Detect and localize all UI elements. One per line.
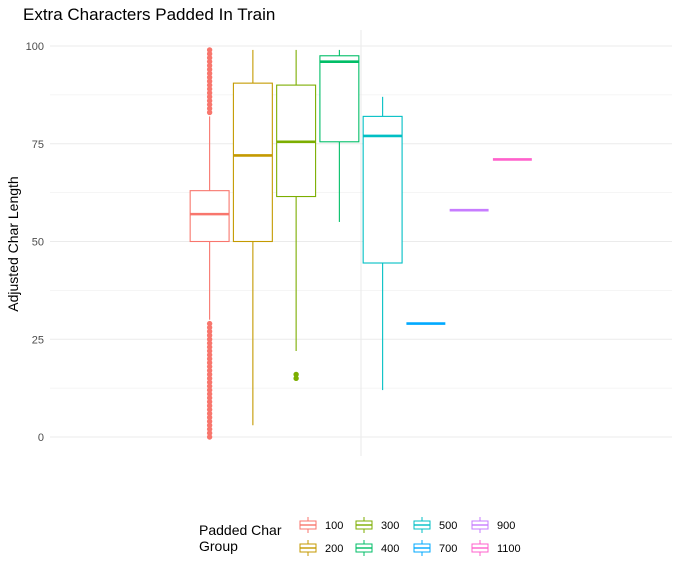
outlier-point [293,371,299,378]
outlier-point [206,426,213,432]
legend-title-line-1: Padded Char [199,522,282,538]
outlier-point [206,430,213,436]
legend-label: 200 [325,543,343,555]
outlier-point [206,379,213,385]
box-group-100 [189,47,230,440]
outlier-point [206,94,213,100]
y-tick-labels: 0 25 50 75 100 [26,41,44,444]
y-tick-label: 25 [32,334,44,346]
legend-label: 400 [381,543,399,555]
grid-lines [50,30,672,456]
outlier-point [206,101,213,108]
y-tick-label: 50 [32,237,44,249]
outlier-point [206,82,213,88]
outlier-point [206,383,213,389]
outlier-point [206,324,213,331]
outlier-point [206,90,213,96]
outlier-point [206,86,213,92]
box-group-300 [276,49,317,382]
legend-key-500: 500 [413,517,457,533]
outlier-point [206,403,213,409]
outlier-point [206,336,213,342]
box [362,115,403,264]
outlier-point [206,414,213,421]
outlier-point [206,62,213,69]
box-group-200 [232,49,273,426]
outlier-point [206,74,213,80]
chart-title: Extra Characters Padded In Train [23,5,275,24]
legend-key-700: 700 [413,540,457,556]
outlier-point [206,109,213,116]
legend-key-900: 900 [471,517,515,533]
boxes [189,47,532,440]
outlier-point [206,332,213,339]
outlier-point [206,375,213,382]
legend-title-line-2: Group [199,538,238,554]
box [189,190,230,243]
outlier-point [206,406,213,413]
outlier-point [206,66,213,73]
outlier-point [206,344,213,350]
outlier-point [206,387,213,393]
outlier-point [206,391,213,397]
y-tick-label: 75 [32,139,44,151]
outlier-point [206,434,213,440]
outlier-point [206,418,213,425]
outlier-point [206,360,213,366]
legend-label: 500 [439,520,457,532]
legend-key-1100: 1100 [471,540,521,556]
legend-label: 700 [439,543,457,555]
outlier-point [206,356,213,362]
outlier-point [206,340,213,346]
legend-label: 300 [381,520,399,532]
outlier-point [206,348,213,354]
outlier-point [206,399,213,405]
y-tick-label: 100 [26,41,44,53]
legend: Padded Char Group 1002003004005007009001… [199,517,521,556]
outlier-point [206,70,213,77]
outlier-point [206,47,213,53]
outlier-point [206,78,213,84]
outlier-point [293,375,299,382]
legend-label: 1100 [497,543,521,555]
legend-label: 900 [497,520,515,532]
outlier-point [206,352,213,358]
box [319,55,360,143]
legend-key-200: 200 [299,540,343,556]
outlier-point [206,328,213,335]
outlier-point [206,51,213,57]
outlier-point [206,320,213,327]
box-group-500 [362,96,403,391]
legend-key-100: 100 [299,517,343,533]
outlier-point [206,422,213,428]
outlier-point [206,395,213,401]
legend-key-300: 300 [355,517,399,533]
outlier-point [206,371,213,378]
legend-key-400: 400 [355,540,399,556]
legend-label: 100 [325,520,343,532]
y-tick-label: 0 [38,432,44,444]
outlier-point [206,58,213,65]
y-axis-title: Adjusted Char Length [5,176,21,311]
outlier-point [206,105,213,112]
outlier-point [206,410,213,417]
outlier-point [206,367,213,374]
outlier-point [206,363,213,370]
box-group-400 [319,49,360,222]
outlier-point [206,55,213,61]
outlier-point [206,98,213,104]
box [232,82,273,243]
legend-keys: 100 200 300 400 500 700 900 1100 [299,517,521,556]
